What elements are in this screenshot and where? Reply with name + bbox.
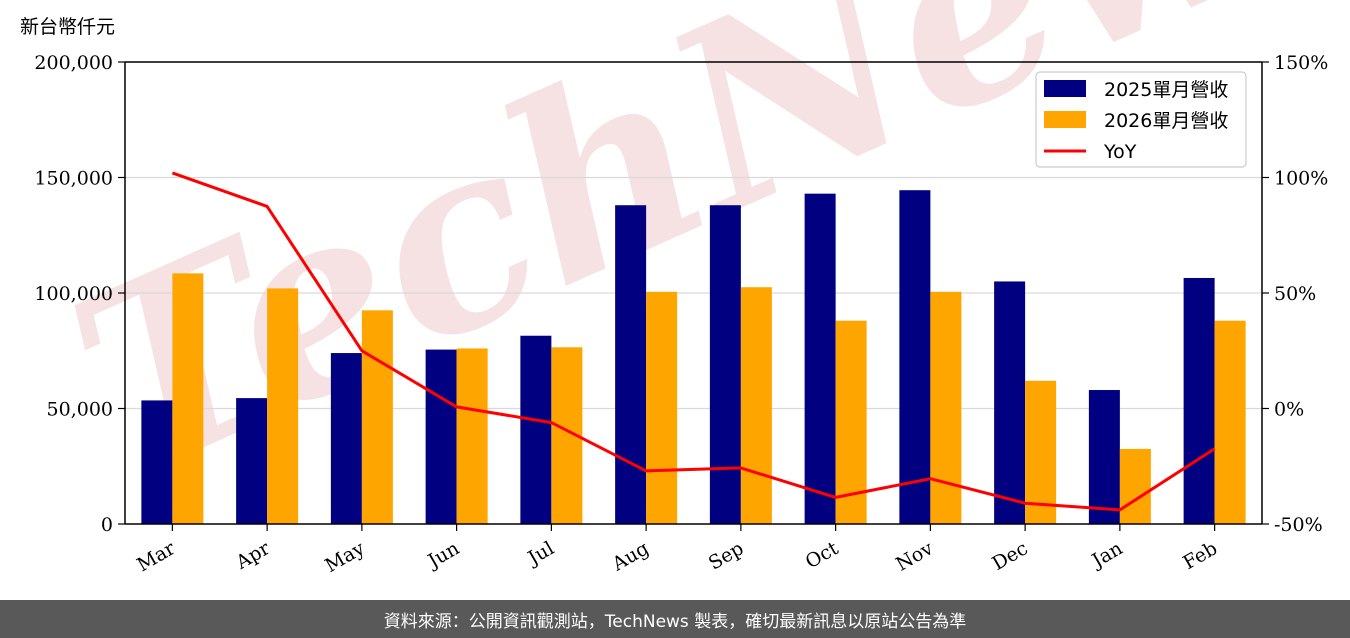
x-tick-label-jul: Jul <box>523 537 558 570</box>
source-footer-text: 資料來源：公開資訊觀測站，TechNews 製表，確切最新訊息以原站公告為準 <box>383 611 967 632</box>
legend-label-0: 2025單月營收 <box>1104 79 1228 101</box>
bar-2025-nov <box>899 190 931 524</box>
bar-2026-feb <box>1214 320 1246 524</box>
x-tick-label-apr: Apr <box>231 537 274 574</box>
x-tick-label-jan: Jan <box>1087 537 1127 573</box>
legend-box <box>1035 71 1247 168</box>
yoy-line <box>171 171 1216 512</box>
bar-2026-jun <box>456 348 488 524</box>
bar-2025-jan <box>1088 390 1120 524</box>
legend-swatch-0 <box>1044 80 1086 97</box>
source-footer: 資料來源：公開資訊觀測站，TechNews 製表，確切最新訊息以原站公告為準 <box>0 600 1350 638</box>
bar-2025-sep <box>709 205 741 524</box>
bar-2026-jan <box>1119 448 1151 524</box>
bar-2026-nov <box>930 291 962 524</box>
bars <box>141 190 1246 525</box>
bar-2026-may <box>361 310 393 524</box>
bar-2025-may <box>330 353 362 524</box>
axes <box>124 61 1263 525</box>
y2-tick-label: 150% <box>1274 52 1328 74</box>
y2-tick-label: 50% <box>1274 283 1316 305</box>
chart-svg: 新台幣仟元 TechNews 050,000100,000150,000200,… <box>20 0 1350 577</box>
bar-2025-aug <box>615 205 647 524</box>
y-unit-label: 新台幣仟元 <box>20 16 115 38</box>
bar-2025-dec <box>994 281 1026 524</box>
y-tick-label: 0 <box>101 514 113 536</box>
y-tick-label: 150,000 <box>34 168 113 190</box>
x-tick-label-jun: Jun <box>423 537 464 573</box>
y-tick-label: 200,000 <box>34 52 113 74</box>
bar-2026-oct <box>835 320 867 524</box>
bar-2026-sep <box>740 287 772 524</box>
x-tick-label-aug: Aug <box>608 537 653 576</box>
x-tick-label-may: May <box>321 537 368 577</box>
y2-tick-label: -50% <box>1274 514 1323 536</box>
y-tick-label: 100,000 <box>34 283 113 305</box>
legend-label-1: 2026單月營收 <box>1104 110 1228 132</box>
bar-2025-feb <box>1183 277 1215 524</box>
yoy-line-layer <box>171 171 1216 512</box>
x-tick-label-oct: Oct <box>802 537 843 573</box>
x-tick-label-mar: Mar <box>133 537 179 576</box>
y-tick-label: 50,000 <box>47 399 113 421</box>
x-tick-label-dec: Dec <box>988 537 1031 575</box>
y2-tick-label: 100% <box>1274 168 1328 190</box>
bar-2026-apr <box>267 288 299 524</box>
bar-2025-mar <box>141 400 173 524</box>
bar-2026-dec <box>1025 380 1057 524</box>
bar-2025-jun <box>425 349 457 524</box>
revenue-chart: 新台幣仟元 TechNews 0 50,000 100,000 150,000 200,… <box>20 0 1350 577</box>
y2-tick-label: 0% <box>1274 399 1304 421</box>
legend-swatch-1 <box>1044 111 1086 128</box>
legend-label-2: YoY <box>1103 141 1137 163</box>
legend: 2025單月營收 2026單月營收 YoY <box>1035 71 1247 168</box>
bar-2026-mar <box>172 273 204 524</box>
bar-2026-aug <box>646 291 678 524</box>
x-tick-label-nov: Nov <box>892 537 937 576</box>
x-tick-label-feb: Feb <box>1179 537 1221 574</box>
x-tick-label-sep: Sep <box>705 537 748 574</box>
bar-2025-apr <box>236 398 268 524</box>
bar-2025-oct <box>804 193 836 525</box>
bar-2025-jul <box>520 335 552 524</box>
